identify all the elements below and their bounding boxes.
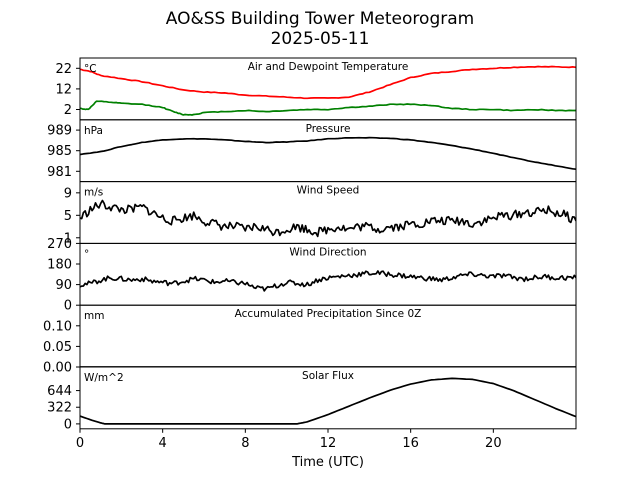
y-tick-label-4-1: 0.05 xyxy=(43,340,72,355)
series-line-5-0 xyxy=(80,377,576,425)
y-tick-label-0-1: 12 xyxy=(55,82,72,97)
y-tick-label-1-1: 985 xyxy=(47,144,72,159)
y-tick-label-5-2: 0 xyxy=(64,417,72,432)
y-tick-label-4-2: 0.00 xyxy=(43,361,72,376)
panel-unit-2: m/s xyxy=(84,187,103,199)
panel-unit-4: mm xyxy=(84,310,104,322)
series-line-0-1 xyxy=(80,100,576,116)
panel-unit-1: hPa xyxy=(84,125,103,137)
series-line-3-0 xyxy=(80,270,576,292)
figure-date: 2025-05-11 xyxy=(271,29,370,49)
figure-title: AO&SS Building Tower Meteorogram xyxy=(166,9,474,29)
panel-title-3: Wind Direction xyxy=(289,246,366,258)
y-tick-label-2-1: 5 xyxy=(64,209,72,224)
series-line-2-0 xyxy=(80,199,576,238)
y-tick-label-0-0: 22 xyxy=(55,62,72,77)
y-tick-label-4-0: 0.10 xyxy=(43,319,72,334)
series-line-0-0 xyxy=(80,65,576,100)
panel-title-1: Pressure xyxy=(306,123,351,135)
y-tick-label-2-2: 1 xyxy=(64,231,72,246)
panel-title-4: Accumulated Precipitation Since 0Z xyxy=(235,308,422,320)
x-tick-label-3: 12 xyxy=(320,436,337,451)
series-line-1-0 xyxy=(80,136,576,171)
x-tick-label-4: 16 xyxy=(402,436,419,451)
panel-unit-5: W/m^2 xyxy=(84,372,124,384)
y-tick-label-5-0: 644 xyxy=(47,384,72,399)
x-tick-label-1: 4 xyxy=(159,436,167,451)
y-tick-label-0-2: 2 xyxy=(64,103,72,118)
panel-title-0: Air and Dewpoint Temperature xyxy=(248,61,409,73)
x-tick-label-5: 20 xyxy=(485,436,502,451)
y-tick-label-1-2: 981 xyxy=(47,165,72,180)
y-tick-label-1-0: 989 xyxy=(47,124,72,139)
y-tick-label-3-3: 0 xyxy=(64,299,72,314)
y-tick-label-2-0: 9 xyxy=(64,186,72,201)
x-axis-label: Time (UTC) xyxy=(291,455,364,470)
panel-title-2: Wind Speed xyxy=(297,185,360,197)
panel-unit-0: °C xyxy=(84,63,97,75)
y-tick-label-5-1: 322 xyxy=(47,401,72,416)
y-tick-label-3-2: 90 xyxy=(55,278,72,293)
panel-title-5: Solar Flux xyxy=(302,370,354,382)
x-tick-label-0: 0 xyxy=(76,436,84,451)
x-tick-label-2: 8 xyxy=(241,436,249,451)
y-tick-label-3-0: 270 xyxy=(47,237,72,252)
y-tick-label-3-1: 180 xyxy=(47,258,72,273)
panel-unit-3: ° xyxy=(84,248,89,260)
